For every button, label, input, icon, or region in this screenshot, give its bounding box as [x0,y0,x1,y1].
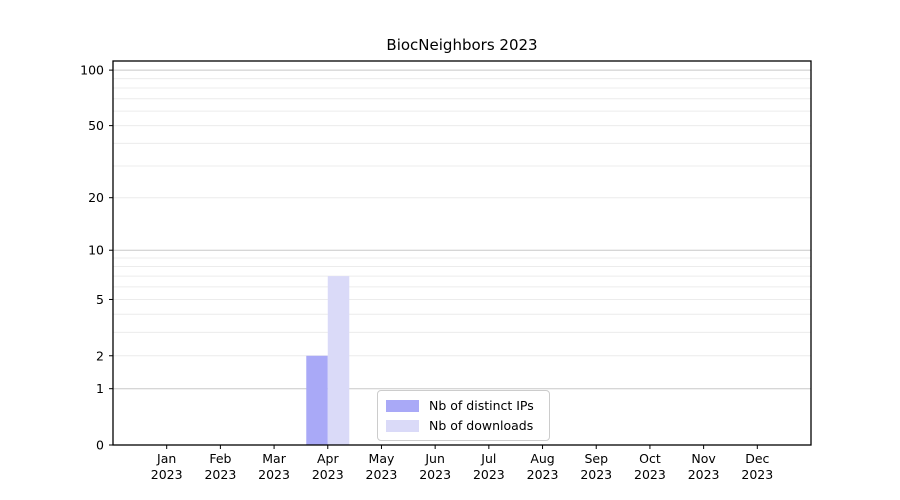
y-tick-label-50: 50 [88,118,104,133]
x-tick-label-dec-2023: Dec 2023 [741,451,773,482]
x-tick-label-oct-2023: Oct 2023 [634,451,666,482]
x-tick-label-aug-2023: Aug 2023 [527,451,559,482]
legend-label-downloads: Nb of downloads [429,418,534,433]
legend: Nb of distinct IPs Nb of downloads [377,390,550,441]
y-tick-label-10: 10 [88,243,104,258]
plot-border [112,60,812,446]
legend-item-distinct-ips: Nb of distinct IPs [386,398,541,413]
bar-nb-of-distinct-ips-apr-2023 [306,355,328,445]
x-tick-label-jun-2023: Jun 2023 [419,451,451,482]
chart-title: BiocNeighbors 2023 [386,36,537,54]
x-tick-label-jul-2023: Jul 2023 [473,451,505,482]
x-tick-label-jan-2023: Jan 2023 [151,451,183,482]
x-tick-label-mar-2023: Mar 2023 [258,451,290,482]
y-tick-label-100: 100 [80,63,104,78]
legend-item-downloads: Nb of downloads [386,418,541,433]
bar-nb-of-downloads-apr-2023 [327,276,350,445]
y-tick-label-0: 0 [96,438,104,453]
x-tick-label-nov-2023: Nov 2023 [688,451,720,482]
x-tick-label-sep-2023: Sep 2023 [580,451,612,482]
grid-layer [113,69,811,390]
legend-swatch-distinct-ips [386,399,419,412]
legend-label-distinct-ips: Nb of distinct IPs [429,398,534,413]
x-tick-label-feb-2023: Feb 2023 [204,451,236,482]
x-tick-label-apr-2023: Apr 2023 [312,451,344,482]
x-tick-label-may-2023: May 2023 [366,451,398,482]
legend-swatch-downloads [386,419,419,432]
y-tick-label-2: 2 [96,348,104,363]
y-tick-label-20: 20 [88,190,104,205]
axis-layer: 0 1 2 5 10 20 50 100 Jan 2023 Feb 2023 Mar 2023 Apr 202… [80,60,812,482]
y-tick-label-5: 5 [96,292,104,307]
y-tick-label-1: 1 [96,381,104,396]
bar-layer [306,276,350,445]
